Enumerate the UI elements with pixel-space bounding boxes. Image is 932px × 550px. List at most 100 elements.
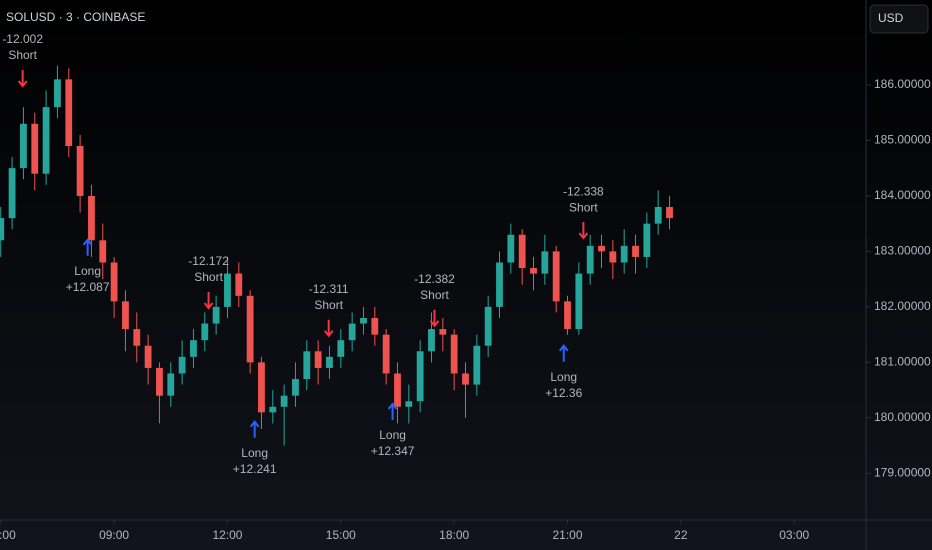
candle-body	[258, 362, 265, 413]
x-tick-label: 03:00	[779, 528, 809, 542]
candle-body	[246, 295, 254, 363]
candle-body	[484, 306, 492, 346]
candle-body	[314, 351, 322, 368]
candle-body	[144, 345, 152, 368]
signal-side: Short	[420, 288, 449, 302]
currency-label[interactable]: USD	[878, 11, 904, 25]
signal-side: Short	[194, 270, 223, 284]
x-tick-label: 18:00	[439, 528, 469, 542]
signal-side: Short	[314, 298, 343, 312]
candle-body	[65, 79, 73, 146]
candle-body	[462, 373, 469, 385]
candle-body	[609, 251, 617, 263]
candle-body	[450, 334, 458, 374]
x-tick-label: 15:00	[326, 528, 356, 542]
axes: 179.00000 180.00000 181.00000 182.00000 183.…	[0, 77, 931, 542]
signal-arrowhead	[323, 330, 334, 338]
candle-body	[666, 207, 673, 219]
signal-arrowhead	[429, 320, 440, 328]
candle-body	[439, 329, 447, 335]
candle-body	[507, 234, 515, 263]
candle-body	[598, 245, 605, 252]
signal-arrowhead	[82, 238, 93, 246]
candle-body	[178, 356, 186, 374]
candle-body	[122, 301, 129, 330]
x-tick-label: 12:00	[212, 528, 242, 542]
x-tick-label: 21:00	[552, 528, 582, 542]
candle-body	[348, 323, 356, 341]
candle-body	[530, 268, 537, 274]
signal-pnl: +12.347	[371, 444, 415, 458]
signal-arrowhead	[578, 232, 589, 240]
candle-body	[235, 273, 243, 296]
signal-pnl: -12.382	[414, 272, 455, 286]
candle-body	[416, 351, 424, 402]
candle-body	[303, 351, 311, 380]
candle-body	[0, 218, 5, 241]
candle-body	[360, 317, 367, 324]
candle-body	[654, 207, 662, 224]
candle-body	[201, 323, 209, 341]
candle-body	[269, 406, 277, 413]
signal-side: Short	[8, 48, 37, 62]
candle-body	[292, 379, 299, 396]
candle-body	[620, 245, 628, 263]
y-tick-label: 183.00000	[874, 244, 931, 258]
candle-body	[564, 301, 571, 330]
signal-side: Long	[550, 370, 577, 384]
signal-pnl: -12.172	[188, 254, 229, 268]
y-tick-label: 184.00000	[874, 188, 931, 202]
signal-pnl: -12.002	[2, 32, 43, 46]
candle-body	[326, 356, 333, 368]
signal-pnl: +12.241	[233, 462, 277, 476]
candle-body	[632, 245, 639, 257]
candle-body	[20, 123, 27, 169]
candle-body	[54, 79, 61, 108]
candle-body	[518, 234, 526, 269]
y-tick-label: 182.00000	[874, 299, 931, 313]
y-tick-label: 181.00000	[874, 355, 931, 369]
signal-arrowhead	[249, 420, 260, 428]
candle-body	[76, 145, 84, 196]
candle-body	[156, 367, 163, 396]
signal-arrowhead	[17, 80, 28, 88]
candle-body	[496, 262, 503, 307]
plot-area: -12.002 Short Long +12.087 -12.172 Short Long +…	[0, 32, 673, 476]
candle-body	[541, 251, 549, 274]
candle-body	[371, 317, 379, 335]
candle-body	[88, 195, 95, 241]
signal-side: Long	[379, 428, 406, 442]
x-tick-label: 09:00	[99, 528, 129, 542]
candle-body	[8, 168, 16, 219]
signal-arrowhead	[387, 402, 398, 410]
candle-body	[42, 107, 50, 174]
candle-body	[337, 340, 345, 357]
currency-button[interactable]	[869, 4, 929, 34]
signal-arrowhead	[203, 302, 214, 310]
y-tick-label: 179.00000	[874, 466, 931, 480]
candle-body	[167, 373, 175, 396]
x-tick-label: 22	[674, 528, 688, 542]
signal-pnl: +12.36	[545, 386, 582, 400]
candle-body	[428, 329, 435, 352]
signal-side: Long	[241, 446, 268, 460]
candle-body	[133, 329, 141, 346]
symbol-title: SOLUSD · 3 · COINBASE	[6, 10, 145, 24]
candle-body	[586, 245, 594, 274]
candle-body	[190, 340, 197, 357]
candle-body	[99, 240, 107, 263]
candle-body	[224, 273, 231, 307]
candle-body	[280, 395, 288, 407]
y-tick-label: 185.00000	[874, 133, 931, 147]
candle-body	[473, 345, 481, 385]
signal-arrowhead	[558, 344, 569, 352]
candle-body	[405, 401, 413, 407]
x-tick-label: 06:00	[0, 528, 16, 542]
signal-side: Long	[74, 264, 101, 278]
signal-pnl: -12.311	[309, 282, 349, 296]
y-tick-label: 186.00000	[874, 77, 931, 91]
candle-body	[575, 273, 583, 330]
